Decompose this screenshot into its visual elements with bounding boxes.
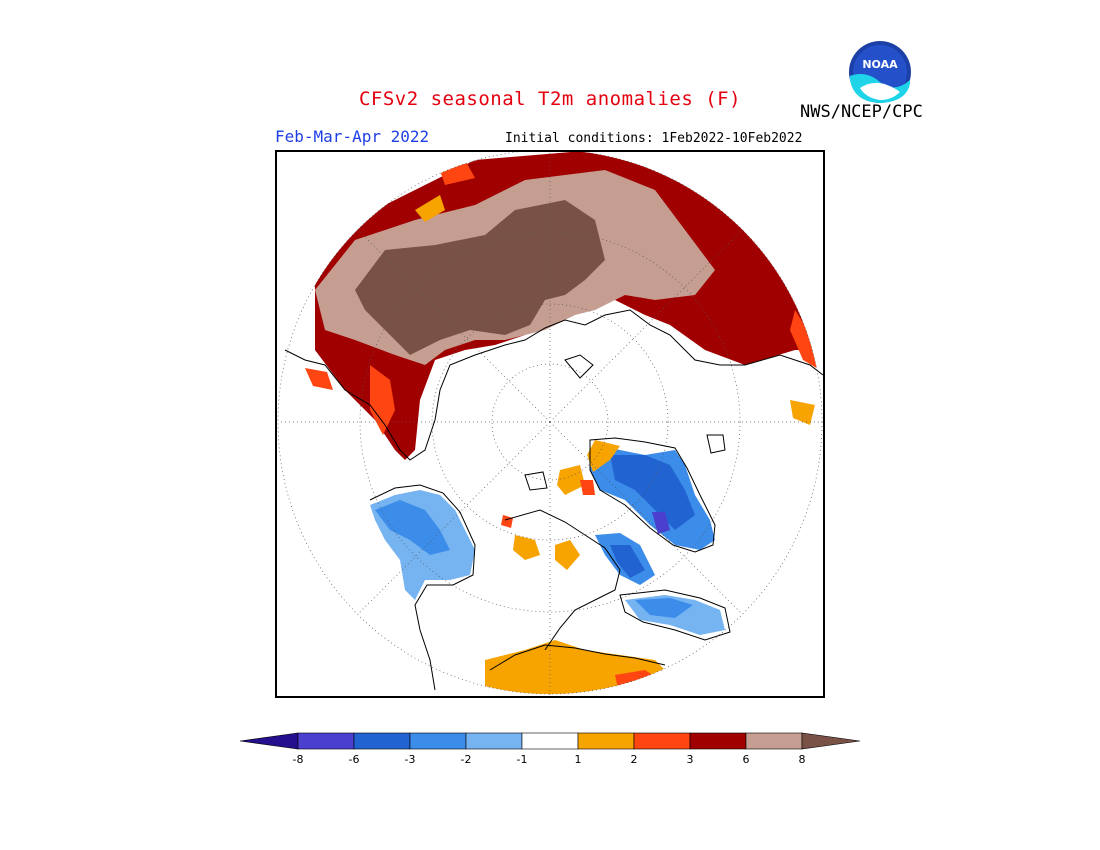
colorbar-swatch: [297, 732, 355, 750]
map-border: [275, 150, 825, 698]
colorbar-tick-label: -6: [349, 753, 360, 766]
colorbar-swatch: [353, 732, 411, 750]
colorbar-swatch: [689, 732, 747, 750]
graticule: [277, 150, 823, 698]
colorbar-swatch: [409, 732, 467, 750]
logo-text: NOAA: [862, 58, 898, 71]
colorbar-tick-label: 1: [575, 753, 582, 766]
colorbar-swatch: [577, 732, 635, 750]
agency-label: NWS/NCEP/CPC: [800, 102, 923, 122]
colorbar-tick-label: -8: [293, 753, 304, 766]
colorbar-tick-label: 8: [799, 753, 806, 766]
colorbar-tick-label: -1: [517, 753, 528, 766]
initial-conditions: Initial conditions: 1Feb2022-10Feb2022: [505, 131, 803, 146]
colorbar-tick-label: 3: [687, 753, 694, 766]
colorbar-tick-label: 6: [743, 753, 750, 766]
colorbar-swatch: [745, 732, 803, 750]
colorbar-swatches: [239, 732, 861, 750]
polar-anomaly-map: [275, 150, 825, 698]
colorbar-arrow-high: [801, 732, 861, 750]
colorbar-arrow-low: [239, 732, 299, 750]
forecast-period: Feb-Mar-Apr 2022: [275, 127, 430, 146]
colorbar-tick-labels: -8 -6 -3 -2 -1 1 2 3 6 8: [293, 753, 806, 766]
noaa-logo: NOAA: [848, 40, 912, 104]
map-title: CFSv2 seasonal T2m anomalies (F): [358, 88, 742, 110]
coastlines: [284, 309, 824, 691]
colorbar-swatch: [633, 732, 691, 750]
colorbar-swatch: [521, 732, 579, 750]
colorbar-swatch: [465, 732, 523, 750]
colorbar-tick-label: -3: [405, 753, 416, 766]
colorbar-tick-label: -2: [461, 753, 472, 766]
colorbar: -8 -6 -3 -2 -1 1 2 3 6 8: [239, 732, 861, 766]
colorbar-tick-label: 2: [631, 753, 638, 766]
anomaly-field: [305, 150, 822, 694]
